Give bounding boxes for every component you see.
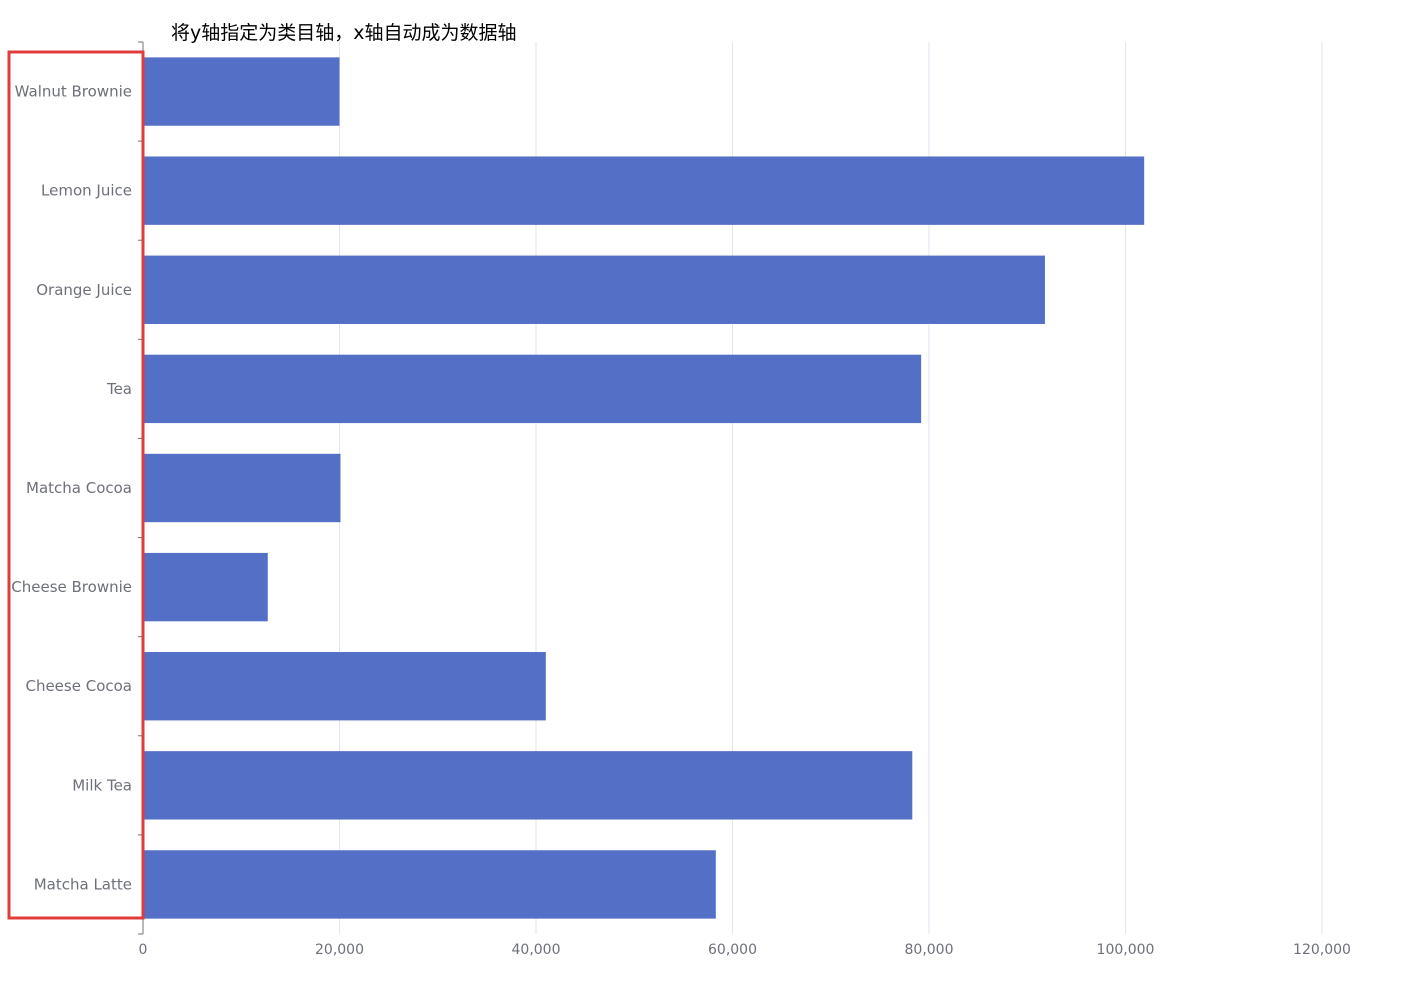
x-tick-label: 120,000 [1293,942,1351,958]
y-category-label: Matcha Cocoa [26,479,132,497]
bar[interactable] [144,850,716,919]
x-tick-label: 100,000 [1097,942,1155,958]
x-tick-label: 60,000 [708,942,757,958]
bar[interactable] [144,255,1045,324]
y-category-label: Lemon Juice [41,182,132,200]
bar[interactable] [144,156,1145,225]
y-category-label: Walnut Brownie [15,83,132,101]
bar[interactable] [144,552,268,622]
y-category-label: Matcha Latte [34,875,132,893]
bar[interactable] [144,453,341,523]
bars [144,57,1145,919]
axis-labels: 0 20,000 40,000 60,000 80,000 100,000 120,000 W… [11,83,1351,958]
x-tick-label: 20,000 [315,942,364,958]
y-category-label: Cheese Brownie [11,578,132,596]
bar[interactable] [144,354,922,424]
bar[interactable] [144,652,546,721]
bar[interactable] [144,751,913,820]
y-category-label: Cheese Cocoa [25,677,132,695]
bar[interactable] [144,57,340,126]
y-category-label: Tea [106,380,132,398]
x-tick-label: 40,000 [512,942,561,958]
x-tick-label: 80,000 [905,942,954,958]
y-category-label: Orange Juice [36,281,132,299]
y-axis-highlight-box [7,50,145,920]
chart-caption: 将y轴指定为类目轴，x轴自动成为数据轴 [171,22,517,44]
y-category-label: Milk Tea [72,776,132,794]
x-tick-label: 0 [139,942,148,958]
